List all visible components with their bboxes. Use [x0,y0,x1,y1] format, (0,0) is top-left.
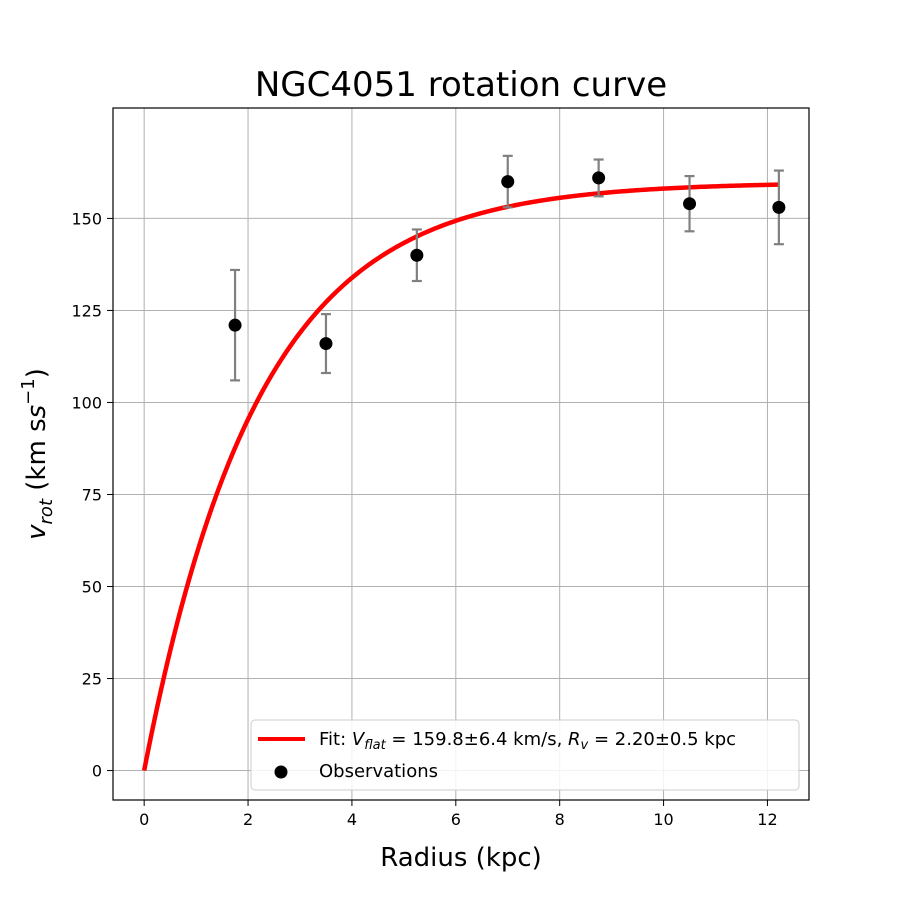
observation-point [683,197,697,211]
y-tick-label: 25 [82,670,102,689]
y-tick-label: 125 [71,301,102,320]
legend-observations-marker [274,765,288,779]
y-tick-label: 150 [71,209,102,228]
x-tick-label: 10 [653,810,673,829]
y-axis-label-close: ) [22,368,52,378]
observation-point [228,318,242,332]
legend-observations-label: Observations [319,761,438,782]
observation-point [592,171,606,185]
observation-point [319,337,333,351]
observations-layer [228,154,786,382]
x-tick-label: 2 [243,810,253,829]
y-axis-label-subscript: rot [36,498,57,524]
legend: Fit: Vflat = 159.8±6.4 km/s, Rv = 2.20±0… [250,719,800,791]
y-axis-label-units: (km s [22,418,52,499]
x-tick-label: 0 [139,810,149,829]
y-axis-label-symbol: v [22,524,52,540]
y-axis-label: vrot (km ss−1) [18,368,57,540]
y-tick-label: 0 [92,762,102,781]
x-axis-label: Radius (kpc) [380,843,542,873]
y-tick-label: 50 [82,578,102,597]
y-axis-ticks: 0 25 50 75 100 125 150 [71,209,113,781]
plot-frame [112,107,810,801]
y-axis-label-superscript: −1 [18,378,39,405]
y-tick-label: 100 [71,393,102,412]
observation-point [501,175,515,189]
fit-curve-line [141,182,779,771]
chart-title: NGC4051 rotation curve [255,65,667,105]
x-tick-label: 4 [347,810,357,829]
x-axis-ticks: 0 2 4 6 8 10 12 [139,800,778,829]
fit-curve-layer [141,182,779,771]
x-tick-label: 8 [555,810,565,829]
legend-box [250,719,800,791]
x-tick-label: 12 [757,810,777,829]
observation-point [772,200,786,214]
y-tick-label: 75 [82,485,102,504]
svg-text:vrot (km ss−1): vrot (km ss−1) [18,368,57,540]
legend-fit-label: Fit: Vflat = 159.8±6.4 km/s, Rv = 2.20±0… [319,729,736,753]
x-tick-label: 6 [451,810,461,829]
observation-point [410,248,424,262]
